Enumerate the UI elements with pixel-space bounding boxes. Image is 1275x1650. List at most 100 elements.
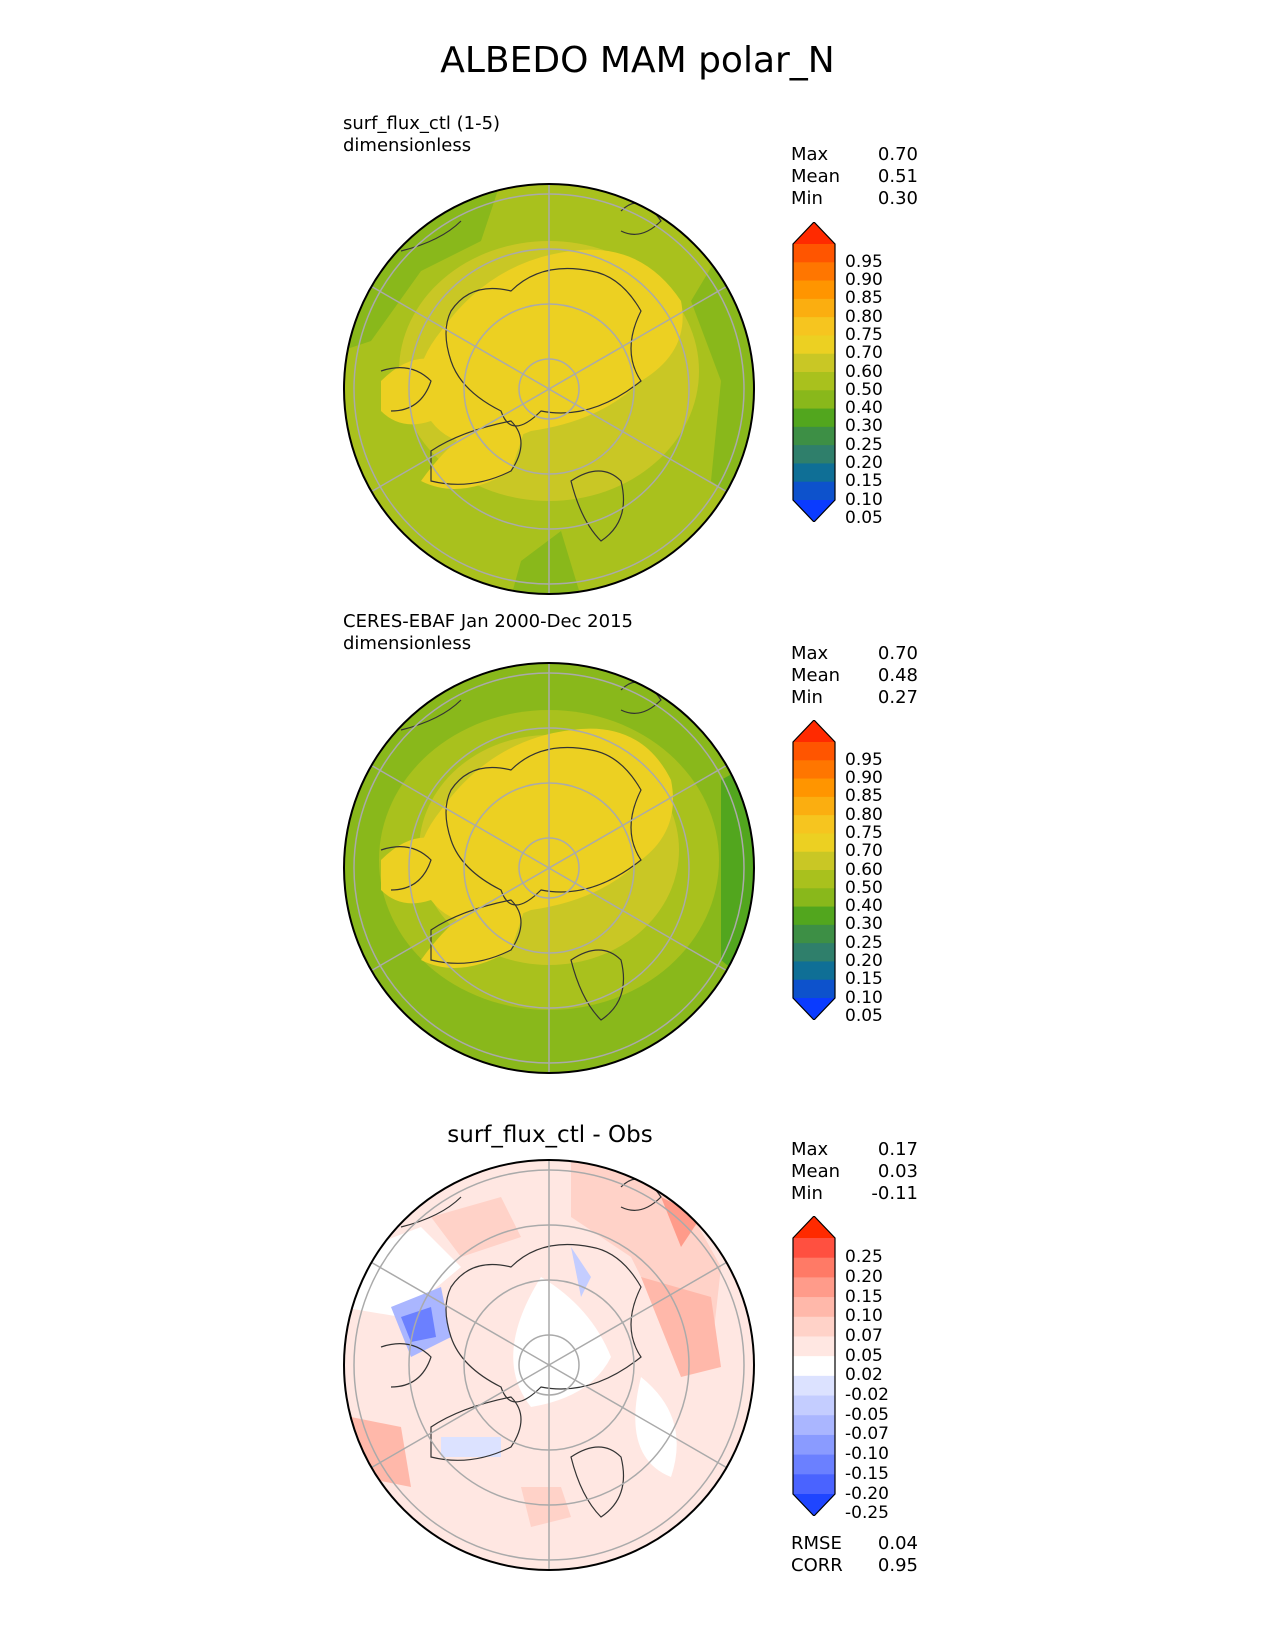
stat-min-label: Min: [791, 687, 823, 708]
colorbar-tick-label: 0.05: [845, 1005, 883, 1026]
colorbar-tick-label: 0.60: [845, 361, 883, 382]
panel2-label: CERES-EBAF Jan 2000-Dec 2015 dimensionle…: [343, 611, 633, 655]
colorbar-segment: [793, 1434, 835, 1456]
colorbar-segment: [793, 1356, 835, 1377]
colorbar-tick-label: 0.95: [845, 749, 883, 770]
stat-mean-value: 0.51: [877, 166, 918, 187]
panel1-units: dimensionless: [343, 135, 472, 156]
colorbar-tick-label: 0.75: [845, 324, 883, 345]
rmse-value: 0.04: [877, 1533, 918, 1554]
colorbar-tick-label: -0.02: [845, 1385, 889, 1406]
colorbar-tick-label: -0.10: [845, 1444, 889, 1465]
colorbar-tick-label: 0.40: [845, 896, 883, 917]
colorbar-tick-label: 0.70: [845, 841, 883, 862]
colorbar-segment: [793, 372, 835, 391]
colorbar-tick-label: 0.95: [845, 251, 883, 272]
colorbar-segment: [793, 943, 835, 962]
colorbar-tick-label: -0.25: [845, 1503, 889, 1524]
colorbar-tick-label: 0.15: [845, 969, 883, 990]
colorbar-segment: [793, 244, 835, 263]
panel2-obs-name: CERES-EBAF Jan 2000-Dec 2015: [343, 611, 633, 632]
colorbar-segment: [793, 408, 835, 428]
colorbar-tick-label: 0.50: [845, 379, 883, 400]
colorbar-segment: [793, 833, 835, 853]
colorbar-tick-label: 0.30: [845, 914, 883, 935]
rmse-label: RMSE: [791, 1533, 842, 1554]
colorbar-segment: [793, 1454, 835, 1475]
colorbar-segment: [793, 1297, 835, 1318]
stat-max-value: 0.70: [877, 144, 918, 165]
panel1-model-name: surf_flux_ctl (1-5): [343, 113, 501, 134]
stat-min-value: 0.30: [877, 188, 918, 209]
colorbar-segment: [793, 870, 835, 889]
corr-label: CORR: [791, 1555, 843, 1576]
colorbar-tick-label: 0.60: [845, 859, 883, 880]
colorbar-extend-top: [793, 222, 835, 244]
colorbar-segment: [793, 390, 835, 410]
colorbar-segment: [793, 426, 835, 446]
stat-min-value: -0.11: [871, 1183, 918, 1204]
panel1-stats: Max 0.70 Mean 0.51 Min 0.30: [791, 144, 918, 210]
colorbar-tick-label: 0.80: [845, 306, 883, 327]
colorbar-segment: [793, 262, 835, 282]
colorbar-tick-label: 0.50: [845, 877, 883, 898]
colorbar-tick-label: 0.90: [845, 768, 883, 789]
colorbar-segment: [793, 353, 835, 373]
colorbar-segment: [793, 979, 835, 999]
colorbar-tick-label: -0.07: [845, 1424, 889, 1445]
colorbar-outline: [792, 1216, 836, 1516]
stat-mean-label: Mean: [791, 665, 841, 686]
colorbar-tick-label: 0.15: [845, 471, 883, 492]
colorbar-tick-label: -0.05: [845, 1404, 889, 1425]
colorbar-segment: [793, 481, 835, 501]
colorbar-segment: [793, 445, 835, 464]
colorbar-tick-label: 0.85: [845, 786, 883, 807]
panel1-polar-map: [343, 183, 755, 595]
colorbar-tick-label: 0.30: [845, 416, 883, 437]
panel3-metrics: RMSE 0.04 CORR 0.95: [791, 1533, 918, 1577]
stat-mean-label: Mean: [791, 1161, 841, 1182]
panel3-stats: Max 0.17 Mean 0.03 Min -0.11: [791, 1139, 918, 1205]
colorbar-segment: [793, 796, 835, 816]
panel1-label: surf_flux_ctl (1-5) dimensionless: [343, 113, 500, 157]
colorbar-tick-label: 0.75: [845, 822, 883, 843]
colorbar-outline: [792, 222, 836, 522]
colorbar-segment: [793, 1395, 835, 1416]
colorbar-segment: [793, 298, 835, 318]
colorbar-tick-label: 0.02: [845, 1365, 883, 1386]
colorbar-outline: [792, 720, 836, 1020]
stat-max-label: Max: [791, 643, 829, 664]
colorbar-tick-label: -0.20: [845, 1483, 889, 1504]
colorbar-segment: [793, 1336, 835, 1357]
panel3-title: surf_flux_ctl - Obs: [447, 1122, 653, 1148]
stat-mean-value: 0.48: [877, 665, 918, 686]
colorbar-segment: [793, 280, 835, 300]
colorbar-tick-label: 0.25: [845, 434, 883, 455]
colorbar-segment: [793, 317, 835, 336]
colorbar-segment: [793, 888, 835, 908]
colorbar-tick-label: 0.85: [845, 288, 883, 309]
colorbar-segment: [793, 1238, 835, 1259]
colorbar-tick-label: 0.20: [845, 452, 883, 473]
colorbar-tick-label: 0.07: [845, 1325, 883, 1346]
colorbar-extend-bottom: [793, 500, 835, 522]
panel2-stats: Max 0.70 Mean 0.48 Min 0.27: [791, 643, 918, 709]
colorbar-segment: [793, 1316, 835, 1337]
stat-mean-value: 0.03: [877, 1161, 918, 1182]
colorbar-tick-label: 0.90: [845, 270, 883, 291]
panel2-colorbar-ticks: 0.95 0.90 0.85 0.80 0.75 0.70 0.60 0.50 0.40 0.30…: [845, 720, 905, 1024]
colorbar-segment: [793, 1277, 835, 1298]
colorbar-tick-label: 0.10: [845, 1306, 883, 1327]
panel3-colorbar-ticks: 0.25 0.20 0.15 0.10 0.07 0.05 0.02 -0.02 -0.05 -0…: [845, 1216, 905, 1522]
stat-min-label: Min: [791, 1183, 823, 1204]
stat-max-value: 0.70: [877, 643, 918, 664]
colorbar-tick-label: 0.05: [845, 507, 883, 528]
stat-min-label: Min: [791, 188, 823, 209]
colorbar-tick-label: 0.10: [845, 987, 883, 1008]
colorbar-segment: [793, 1375, 835, 1397]
colorbar-extend-top: [793, 720, 835, 742]
colorbar-segment: [793, 335, 835, 355]
colorbar-segment: [793, 961, 835, 981]
colorbar-tick-label: 0.15: [845, 1286, 883, 1307]
colorbar-tick-label: 0.05: [845, 1345, 883, 1366]
